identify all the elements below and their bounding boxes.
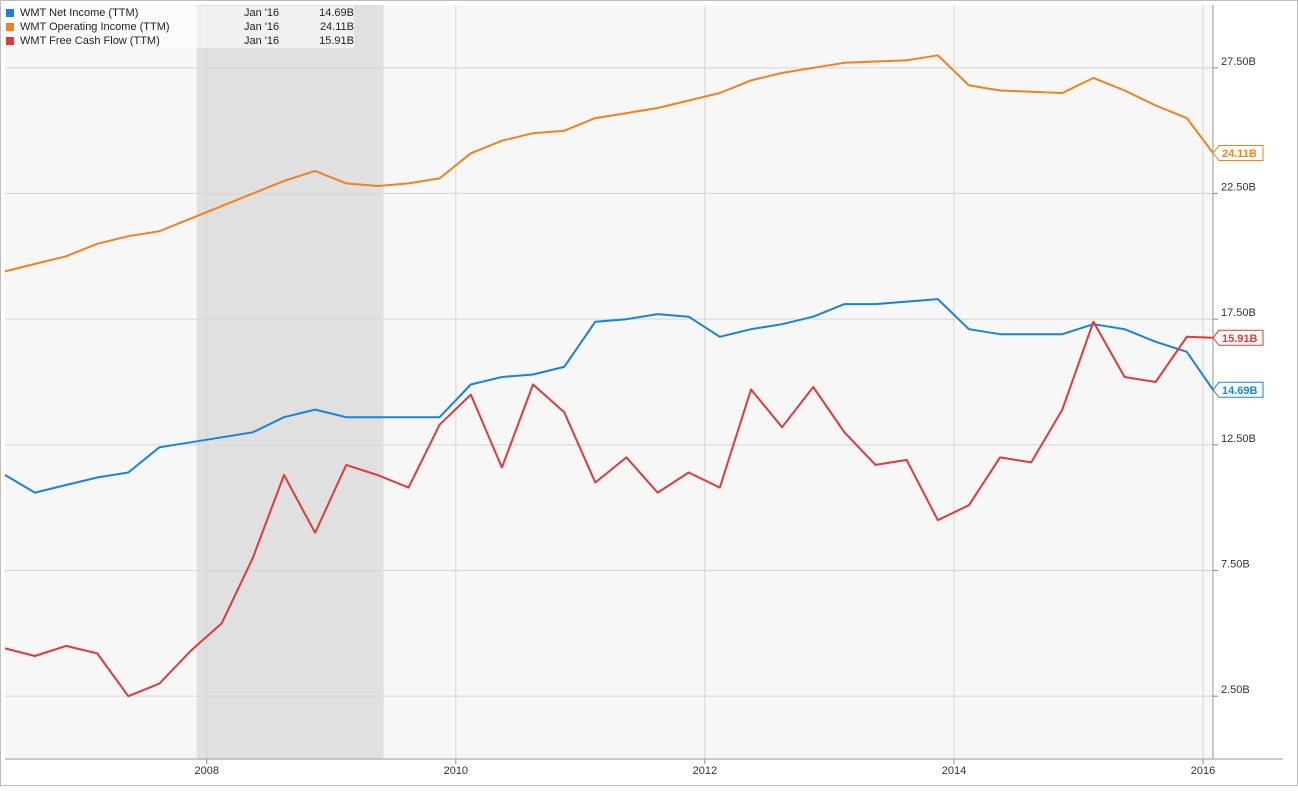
end-value-box xyxy=(1212,381,1264,398)
end-value-label: 24.11B xyxy=(1212,145,1264,162)
y-tick-label: 7.50B xyxy=(1221,559,1250,571)
end-value-text: 14.69B xyxy=(1222,385,1258,397)
legend-swatch-net-income xyxy=(6,9,14,17)
x-tick-label: 2008 xyxy=(195,765,219,777)
legend-value: 15.91B xyxy=(319,35,354,47)
end-value-box xyxy=(1212,329,1264,346)
series-line-2 xyxy=(4,320,1214,698)
plot-area xyxy=(5,5,1213,759)
legend: WMT Net Income (TTM) Jan '16 14.69B WMT … xyxy=(6,6,354,48)
legend-swatch-operating-income xyxy=(6,23,14,31)
series-line-0 xyxy=(4,298,1214,494)
legend-date: Jan '16 xyxy=(244,7,280,19)
legend-series-name: WMT Net Income (TTM) xyxy=(20,7,139,19)
legend-date: Jan '16 xyxy=(244,21,280,33)
x-tick-label: 2014 xyxy=(942,765,966,777)
x-tick-label: 2016 xyxy=(1191,765,1215,777)
legend-series-name: WMT Operating Income (TTM) xyxy=(20,21,170,33)
end-value-label: 14.69B xyxy=(1212,381,1264,398)
legend-item-net-income[interactable]: WMT Net Income (TTM) Jan '16 14.69B xyxy=(6,6,354,20)
y-tick-label: 27.50B xyxy=(1221,56,1256,68)
y-tick-label: 17.50B xyxy=(1221,307,1256,319)
end-value-text: 24.11B xyxy=(1222,148,1257,160)
legend-value: 14.69B xyxy=(319,7,354,19)
legend-item-free-cash-flow[interactable]: WMT Free Cash Flow (TTM) Jan '16 15.91B xyxy=(6,34,354,48)
y-tick-label: 2.50B xyxy=(1221,684,1250,696)
x-tick-label: 2012 xyxy=(693,765,717,777)
y-tick-label: 12.50B xyxy=(1221,433,1256,445)
end-value-box xyxy=(1212,145,1264,162)
shaded-period xyxy=(196,5,384,759)
x-tick-label: 2010 xyxy=(444,765,468,777)
legend-item-operating-income[interactable]: WMT Operating Income (TTM) Jan '16 24.11… xyxy=(6,20,354,34)
legend-value: 24.11B xyxy=(319,21,354,33)
legend-series-name: WMT Free Cash Flow (TTM) xyxy=(20,35,160,47)
legend-date: Jan '16 xyxy=(244,35,280,47)
end-value-label: 15.91B xyxy=(1212,329,1264,346)
end-value-text: 15.91B xyxy=(1222,333,1258,345)
y-tick-label: 22.50B xyxy=(1221,182,1256,194)
series-line-1 xyxy=(4,54,1214,273)
legend-swatch-free-cash-flow xyxy=(6,37,14,45)
